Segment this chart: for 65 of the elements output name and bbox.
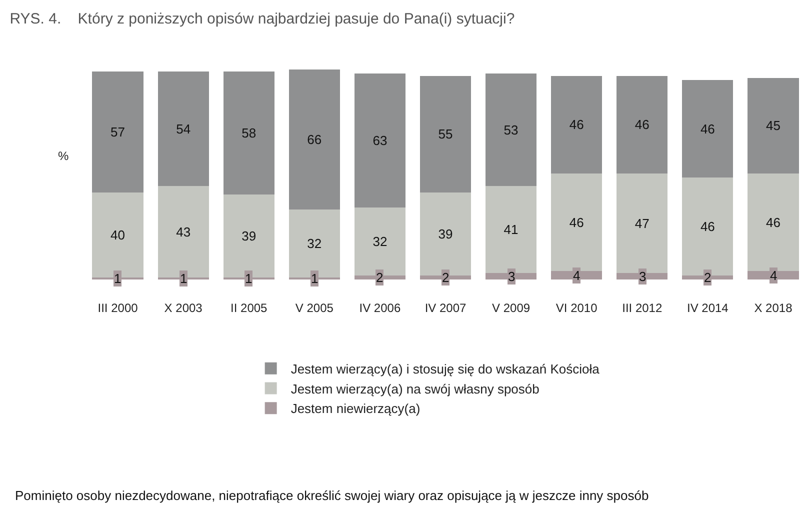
bar bbox=[92, 72, 144, 193]
x-tick-label: VI 2010 bbox=[556, 301, 598, 315]
text: Pominięto osoby niezdecydowane, niepotrafiące określić swojej wiary oraz opisujące ją w jeszcze inny sposób bbox=[15, 488, 649, 503]
bar bbox=[420, 76, 472, 193]
data-label: 46 bbox=[634, 117, 650, 132]
data-label: 1 bbox=[311, 271, 318, 286]
data-label: 46 bbox=[766, 214, 780, 230]
bar bbox=[551, 173, 602, 272]
x-tick-label: V 2005 bbox=[295, 301, 334, 315]
x-tick-label: III 2000 bbox=[98, 301, 138, 315]
bar bbox=[288, 69, 340, 210]
x-tick-label: III 2012 bbox=[622, 301, 662, 315]
data-label: 58 bbox=[242, 126, 256, 141]
bar bbox=[485, 74, 537, 186]
data-label: 4 bbox=[770, 268, 778, 283]
y-axis-title: % bbox=[58, 149, 69, 163]
x-tick-label: IV 2006 bbox=[359, 301, 401, 315]
data-label: 3 bbox=[508, 269, 516, 284]
bar bbox=[551, 76, 602, 174]
bar bbox=[485, 186, 537, 274]
legend-label: Jestem niewierzący(a) bbox=[290, 401, 420, 416]
data-label: 47 bbox=[634, 216, 650, 231]
data-label: 53 bbox=[504, 122, 518, 138]
data-label: 43 bbox=[176, 224, 191, 240]
data-label: 46 bbox=[569, 117, 584, 132]
data-label: 4 bbox=[573, 268, 580, 283]
data-label: 2 bbox=[376, 270, 384, 285]
legend-label: Jestem wierzący(a) i stosuję się do wskazań Kościoła bbox=[290, 361, 600, 376]
data-label: 32 bbox=[307, 236, 322, 251]
data-label: 39 bbox=[242, 228, 256, 244]
bar bbox=[748, 78, 799, 174]
data-label: 32 bbox=[372, 234, 388, 249]
data-label: 3 bbox=[639, 269, 646, 284]
x-tick-label: V 2009 bbox=[492, 301, 530, 315]
data-label: 46 bbox=[700, 121, 715, 136]
bar bbox=[682, 80, 734, 178]
data-label: 46 bbox=[700, 219, 715, 234]
x-tick-label: IV 2014 bbox=[686, 301, 729, 315]
data-label: 46 bbox=[569, 214, 584, 230]
x-tick-label: IV 2007 bbox=[424, 301, 467, 315]
legend-label: Jestem wierzący(a) na swój własny sposób bbox=[290, 381, 540, 396]
bar bbox=[616, 173, 668, 274]
chart-title: RYS. 4. Który z poniższych opisów najbardziej pasuje do Pana(i) sytuacji? bbox=[10, 10, 515, 28]
bar bbox=[354, 74, 406, 208]
data-label: 1 bbox=[180, 271, 188, 286]
data-label: 63 bbox=[372, 133, 388, 148]
data-label: 54 bbox=[176, 121, 191, 136]
data-label: 40 bbox=[110, 227, 126, 242]
data-label: 45 bbox=[766, 118, 780, 134]
data-label: 1 bbox=[245, 271, 252, 286]
data-label: 41 bbox=[504, 222, 518, 238]
data-label: 2 bbox=[704, 270, 712, 285]
bar bbox=[748, 173, 799, 272]
data-label: 57 bbox=[110, 124, 126, 140]
data-label: 39 bbox=[438, 226, 453, 242]
x-tick-label: X 2003 bbox=[164, 301, 203, 315]
x-tick-label: X 2018 bbox=[754, 301, 793, 315]
bar bbox=[616, 76, 668, 174]
x-tick-label: II 2005 bbox=[230, 301, 268, 315]
data-label: 1 bbox=[114, 271, 122, 286]
bar bbox=[158, 72, 209, 186]
data-label: 55 bbox=[438, 126, 453, 142]
data-label: 2 bbox=[442, 270, 450, 285]
data-label: 66 bbox=[307, 132, 322, 147]
bar bbox=[223, 72, 274, 195]
